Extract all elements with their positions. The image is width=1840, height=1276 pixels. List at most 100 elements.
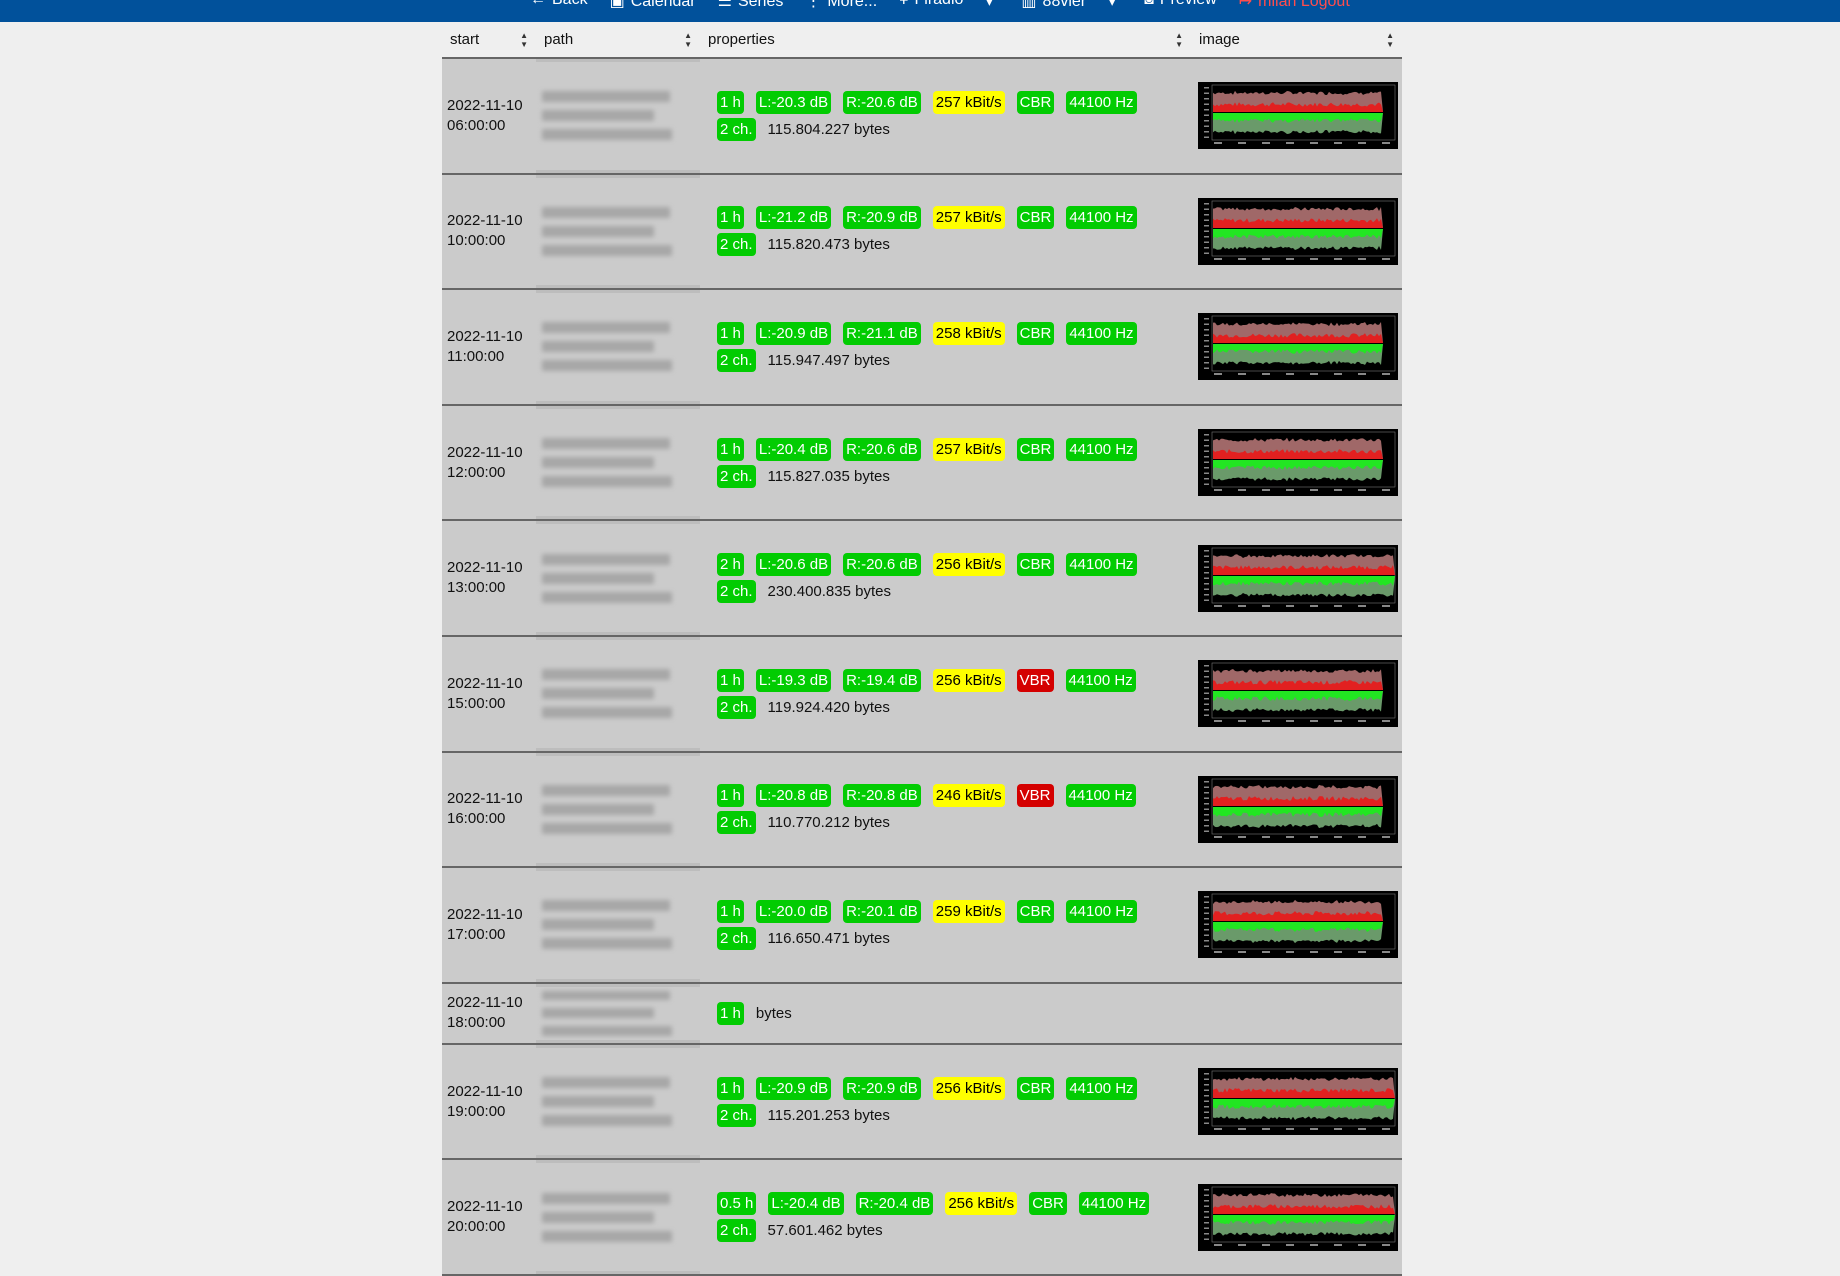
- path-cell-blurred: [536, 521, 700, 635]
- nav-item[interactable]: ▾: [985, 0, 999, 11]
- table-row[interactable]: 2022-11-10 19:00:00 1 h L:-20.9 dB R:-20.9 d…: [442, 1044, 1402, 1161]
- duration-badge: 2 h: [717, 553, 744, 577]
- right-level-badge: R:-20.1 dB: [843, 899, 921, 923]
- table-row[interactable]: 2022-11-10 15:00:00 1 h L:-19.3 dB R:-19.4 d…: [442, 636, 1402, 753]
- nav-item[interactable]: ▾: [1108, 0, 1122, 11]
- start-time: 19:00:00: [447, 1102, 506, 1120]
- properties-cell: 1 h L:-20.9 dB R:-20.9 dB 256 kBit/s CBR 4410…: [700, 1045, 1191, 1159]
- properties-line: 0.5 h L:-20.4 dB R:-20.4 dB 256 kBit/s CBR 44…: [717, 1192, 1150, 1216]
- start-cell: 2022-11-10 10:00:00: [442, 175, 536, 289]
- column-header-path[interactable]: path ▲ ▼: [536, 22, 700, 57]
- sort-icon[interactable]: ▲ ▼: [1386, 30, 1394, 49]
- bitrate-badge: 256 kBit/s: [932, 553, 1005, 577]
- nav-item[interactable]: ǂ Firadio: [899, 0, 963, 11]
- channels-badge: 2 ch.: [717, 580, 756, 604]
- table-row[interactable]: 2022-11-10 17:00:00 1 h L:-20.0 dB R:-20.1 d…: [442, 868, 1402, 984]
- nav-item[interactable]: ↦ milan Logout: [1239, 0, 1350, 11]
- waveform-thumbnail[interactable]: [1198, 1068, 1398, 1136]
- properties-line: 2 ch. 115.827.035 bytes: [717, 464, 890, 488]
- nav-item[interactable]: ☰ Series: [718, 0, 784, 11]
- start-datetime: 2022-11-10 16:00:00: [447, 789, 523, 829]
- image-cell: [1191, 59, 1402, 173]
- start-datetime: 2022-11-10 15:00:00: [447, 674, 523, 714]
- waveform-thumbnail[interactable]: [1198, 197, 1398, 265]
- path-cell-blurred: [536, 868, 700, 982]
- path-cell-blurred: [536, 174, 700, 289]
- blurred-path-line: [542, 990, 670, 1001]
- building-icon: ▥: [1021, 0, 1037, 10]
- bitrate-mode-badge: CBR: [1016, 206, 1055, 230]
- blurred-path-line: [542, 938, 672, 950]
- left-level-badge: L:-20.8 dB: [755, 784, 832, 808]
- start-cell: 2022-11-10 19:00:00: [442, 1045, 536, 1159]
- list-icon: ☰: [717, 0, 732, 10]
- samplerate-badge: 44100 Hz: [1066, 1076, 1137, 1100]
- table-row[interactable]: 2022-11-10 06:00:00 1 h L:-20.3 dB R:-20.6 d…: [442, 59, 1402, 175]
- blurred-path-line: [542, 900, 670, 912]
- nav-item[interactable]: ▥ 88vier: [1021, 0, 1086, 11]
- table-row[interactable]: 2022-11-10 13:00:00 2 h L:-20.6 dB R:-20.6 d…: [442, 521, 1402, 637]
- start-date: 2022-11-10: [447, 96, 523, 114]
- bitrate-mode-badge: CBR: [1016, 899, 1055, 923]
- image-cell: [1191, 868, 1402, 982]
- duration-badge: 1 h: [717, 899, 744, 923]
- start-cell: 2022-11-10 11:00:00: [442, 290, 536, 404]
- sort-icon[interactable]: ▲ ▼: [1175, 30, 1183, 49]
- waveform-thumbnail[interactable]: [1198, 313, 1398, 381]
- duration-badge: 0.5 h: [717, 1192, 757, 1216]
- start-date: 2022-11-10: [447, 559, 523, 577]
- file-size: 115.947.497 bytes: [767, 351, 890, 369]
- more-icon: ⋮: [805, 0, 822, 10]
- nav-item[interactable]: ▣ Calendar: [610, 0, 696, 11]
- properties-line: 1 h bytes: [717, 1001, 792, 1025]
- left-level-badge: L:-20.6 dB: [755, 553, 832, 577]
- samplerate-badge: 44100 Hz: [1066, 90, 1137, 114]
- blurred-path-line: [542, 553, 670, 565]
- column-header-image[interactable]: image ▲ ▼: [1191, 22, 1402, 57]
- bitrate-mode-badge: CBR: [1029, 1192, 1067, 1216]
- right-level-badge: R:-20.9 dB: [843, 206, 921, 230]
- blurred-path-line: [542, 129, 672, 141]
- nav-item-label: Back: [552, 0, 588, 8]
- right-level-badge: R:-19.4 dB: [843, 668, 921, 692]
- properties-cell: 1 h L:-19.3 dB R:-19.4 dB 256 kBit/s VBR 4410…: [700, 637, 1191, 751]
- table-row[interactable]: 2022-11-10 20:00:00 0.5 h L:-20.4 dB R:-20.4…: [442, 1160, 1402, 1276]
- sort-icon[interactable]: ▲ ▼: [520, 30, 528, 49]
- left-level-badge: L:-20.3 dB: [755, 90, 832, 114]
- left-level-badge: L:-19.3 dB: [755, 668, 832, 692]
- start-time: 11:00:00: [447, 347, 505, 365]
- nav-item-label: Preview: [1160, 0, 1217, 8]
- table-row[interactable]: 2022-11-10 12:00:00 1 h L:-20.4 dB R:-20.6 d…: [442, 405, 1402, 522]
- table-row[interactable]: 2022-11-10 11:00:00 1 h L:-20.9 dB R:-21.1 d…: [442, 290, 1402, 406]
- waveform-thumbnail[interactable]: [1198, 544, 1398, 612]
- blurred-path-line: [542, 688, 654, 700]
- waveform-thumbnail[interactable]: [1198, 82, 1398, 150]
- start-time: 18:00:00: [447, 1014, 506, 1032]
- samplerate-badge: 44100 Hz: [1065, 668, 1136, 692]
- right-level-badge: R:-20.4 dB: [855, 1192, 934, 1216]
- properties-cell: 1 h L:-20.0 dB R:-20.1 dB 259 kBit/s CBR 4410…: [700, 868, 1191, 982]
- waveform-thumbnail[interactable]: [1198, 660, 1398, 728]
- table-row[interactable]: 2022-11-10 18:00:00 1 h bytes: [442, 983, 1402, 1045]
- file-size: 110.770.212 bytes: [767, 814, 890, 832]
- sort-icon[interactable]: ▲ ▼: [684, 30, 692, 49]
- start-datetime: 2022-11-10 13:00:00: [447, 558, 523, 598]
- nav-item-label: milan Logout: [1258, 0, 1350, 10]
- start-time: 06:00:00: [447, 116, 506, 134]
- waveform-thumbnail[interactable]: [1198, 775, 1398, 843]
- waveform-thumbnail[interactable]: [1198, 891, 1398, 959]
- nav-item[interactable]: ⋮ More...: [805, 0, 877, 11]
- nav-item[interactable]: ◙ Preview: [1144, 0, 1217, 11]
- start-cell: 2022-11-10 20:00:00: [442, 1160, 536, 1274]
- waveform-thumbnail[interactable]: [1198, 429, 1398, 497]
- properties-cell: 2 h L:-20.6 dB R:-20.6 dB 256 kBit/s CBR 4410…: [700, 521, 1191, 635]
- start-date: 2022-11-10: [447, 905, 523, 923]
- column-header-properties[interactable]: properties ▲ ▼: [700, 22, 1191, 57]
- column-header-start[interactable]: start ▲ ▼: [442, 22, 536, 57]
- channels-badge: 2 ch.: [717, 926, 756, 950]
- waveform-thumbnail[interactable]: [1198, 1183, 1398, 1251]
- samplerate-badge: 44100 Hz: [1066, 206, 1137, 230]
- table-row[interactable]: 2022-11-10 16:00:00 1 h L:-20.8 dB R:-20.8 d…: [442, 752, 1402, 869]
- nav-item[interactable]: ← Back: [530, 0, 588, 11]
- table-row[interactable]: 2022-11-10 10:00:00 1 h L:-21.2 dB R:-20.9 d…: [442, 174, 1402, 291]
